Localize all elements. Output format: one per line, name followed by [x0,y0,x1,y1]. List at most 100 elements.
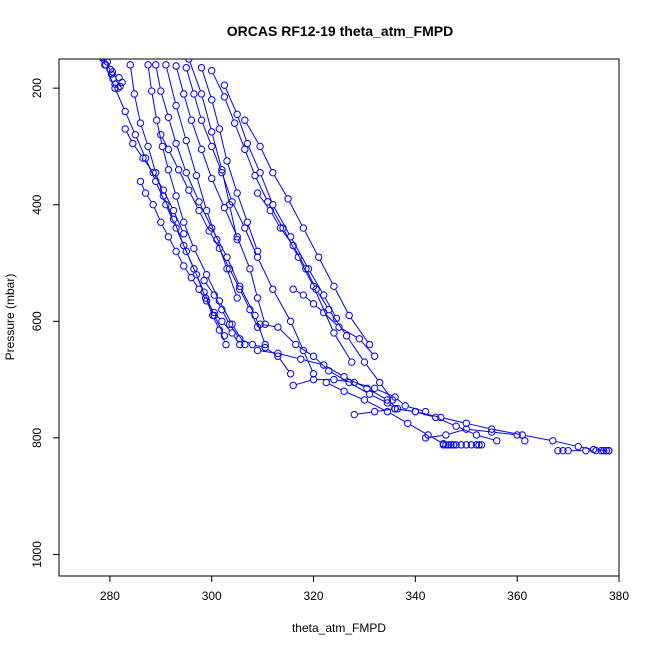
data-point [256,168,264,177]
series-22 [391,405,613,455]
data-point [432,413,440,422]
data-point [182,136,190,145]
series-segment [459,427,474,435]
x-tick-label: 300 [202,589,222,603]
series-13 [253,189,397,404]
series-14 [289,285,379,360]
series-segment [317,291,328,307]
series-segment [107,67,111,70]
series-2 [101,61,230,349]
series-segment [141,126,148,144]
data-point [187,273,196,282]
series-segment [298,346,311,355]
data-point [164,233,173,241]
data-point [322,378,330,387]
data-point [559,446,567,455]
series-segment [261,149,272,170]
series-segment [169,239,175,249]
series-segment [296,380,311,385]
series-segment [168,172,176,193]
series-segment [304,353,313,371]
data-point [421,434,430,442]
data-point [370,407,379,416]
series-21 [350,405,501,445]
data-point [253,346,262,355]
series-segment [258,301,265,321]
data-point [121,107,129,116]
data-point [187,116,196,124]
data-point [355,335,364,343]
series-segment [148,68,152,88]
data-point [172,247,180,256]
series-segment [495,429,519,435]
series-segment [335,289,349,313]
series-segment [263,324,275,328]
data-point [439,441,448,449]
data-point [195,285,203,293]
series-segment [194,97,202,117]
data-point [444,441,453,449]
data-point [107,70,116,78]
data-point [174,166,183,174]
series-segment [250,272,258,295]
data-point [360,396,369,404]
data-point [253,294,262,302]
x-tick-label: 320 [304,589,324,603]
data-point [111,84,119,92]
data-point [442,441,450,449]
data-point [248,340,257,349]
data-point [121,125,129,133]
y-axis: 200 400 600 800 1000 [30,78,59,568]
series-segment [304,359,321,365]
series-27 [162,61,241,302]
data-point [251,311,259,320]
series-segment [186,70,194,91]
data-point [493,437,501,445]
series-segment [556,441,575,447]
data-point [299,346,308,355]
data-point [401,402,409,410]
series-15 [256,320,399,413]
series-segment [164,193,173,208]
x-axis: 280 300 320 340 360 380 [100,576,629,603]
data-point [180,90,188,98]
series-25 [554,446,613,455]
series-segment [260,175,272,202]
series-segment [189,62,201,91]
series-segment [350,318,368,343]
data-point [220,93,229,101]
data-point [442,431,450,439]
series-segment [325,314,337,326]
series-3 [126,61,229,340]
series-segment [438,418,454,426]
data-point [261,320,269,328]
data-point [309,370,318,378]
data-point [233,294,241,302]
series-segment [319,260,333,284]
data-point [162,61,170,69]
data-point [195,206,203,215]
data-point [383,407,392,416]
series-segment [114,73,117,76]
data-point [225,265,234,273]
series-segment [397,398,403,404]
series-segment [212,73,224,94]
data-point [309,375,318,384]
series-segment [134,146,142,156]
series-16 [136,177,244,349]
series-segment [200,213,209,229]
data-point [118,78,126,87]
data-point [564,446,572,455]
data-point [602,446,610,455]
series-segment [229,208,237,237]
data-point [370,352,379,360]
data-point [437,413,445,422]
series-segment [449,429,464,435]
series-segment [154,207,160,220]
y-tick-label: 800 [30,428,44,448]
series-segment [248,225,257,249]
series-28 [200,276,295,378]
data-point [309,352,318,360]
data-point [195,198,203,206]
series-segment [216,314,220,319]
